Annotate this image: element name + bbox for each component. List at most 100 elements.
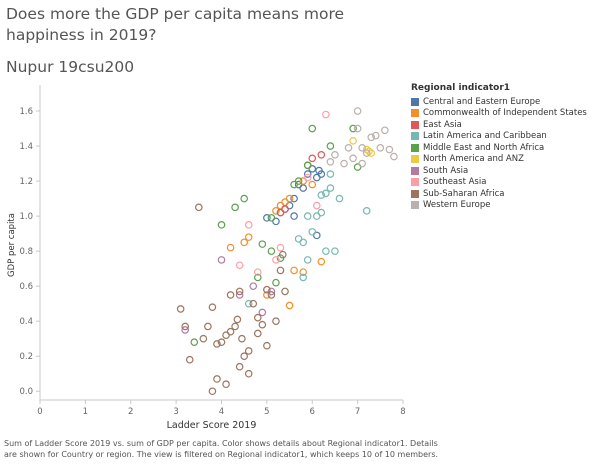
data-point[interactable] xyxy=(176,305,185,313)
data-point[interactable] xyxy=(235,287,244,296)
data-point[interactable] xyxy=(365,147,373,156)
data-point[interactable] xyxy=(263,285,271,294)
data-point[interactable] xyxy=(362,149,371,157)
data-point[interactable] xyxy=(326,158,335,166)
data-point[interactable] xyxy=(331,151,339,159)
data-point[interactable] xyxy=(285,301,294,310)
data-point[interactable] xyxy=(340,159,348,168)
data-point[interactable] xyxy=(249,282,258,290)
legend-item[interactable]: Western Europe xyxy=(411,200,594,212)
data-point[interactable] xyxy=(322,247,330,255)
data-point[interactable] xyxy=(181,326,190,334)
data-point[interactable] xyxy=(349,124,357,133)
data-point[interactable] xyxy=(253,313,262,322)
legend-item[interactable]: North America and ANZ xyxy=(411,154,594,166)
data-point[interactable] xyxy=(244,347,253,355)
legend-item[interactable]: Sub-Saharan Africa xyxy=(411,188,594,200)
data-point[interactable] xyxy=(390,152,398,161)
data-point[interactable] xyxy=(276,243,285,252)
data-point[interactable] xyxy=(235,261,244,269)
data-point[interactable] xyxy=(326,184,335,192)
data-point[interactable] xyxy=(281,287,289,296)
data-point[interactable] xyxy=(317,257,326,266)
data-point[interactable] xyxy=(317,151,326,159)
data-point[interactable] xyxy=(290,212,298,220)
data-point[interactable] xyxy=(308,124,317,133)
data-point[interactable] xyxy=(272,278,280,287)
data-point[interactable] xyxy=(195,203,203,212)
data-point[interactable] xyxy=(335,194,344,203)
data-point[interactable] xyxy=(231,203,239,212)
data-point[interactable] xyxy=(285,194,294,203)
data-point[interactable] xyxy=(367,149,376,157)
data-point[interactable] xyxy=(358,159,366,168)
data-point[interactable] xyxy=(376,143,385,152)
data-point[interactable] xyxy=(299,273,307,282)
data-point[interactable] xyxy=(233,315,242,324)
legend-item[interactable]: South Asia xyxy=(411,165,594,177)
data-point[interactable] xyxy=(317,170,326,178)
data-point[interactable] xyxy=(267,287,276,296)
data-point[interactable] xyxy=(272,317,280,325)
data-point[interactable] xyxy=(263,214,271,222)
data-point[interactable] xyxy=(308,154,317,163)
data-point[interactable] xyxy=(272,256,280,264)
data-point[interactable] xyxy=(290,194,298,203)
data-point[interactable] xyxy=(385,145,394,154)
data-point[interactable] xyxy=(299,268,307,276)
data-point[interactable] xyxy=(253,268,262,276)
data-point[interactable] xyxy=(367,133,376,142)
data-point[interactable] xyxy=(263,341,271,350)
data-point[interactable] xyxy=(349,136,357,145)
data-point[interactable] xyxy=(322,189,330,198)
data-point[interactable] xyxy=(317,208,326,217)
data-point[interactable] xyxy=(303,173,312,182)
data-point[interactable] xyxy=(308,228,317,236)
data-point[interactable] xyxy=(303,170,312,178)
data-point[interactable] xyxy=(238,334,246,343)
data-point[interactable] xyxy=(344,143,353,152)
data-point[interactable] xyxy=(331,247,339,255)
data-point[interactable] xyxy=(371,131,380,140)
data-point[interactable] xyxy=(349,154,357,163)
data-point[interactable] xyxy=(208,387,217,396)
data-point[interactable] xyxy=(235,362,244,371)
data-point[interactable] xyxy=(253,273,262,282)
data-point[interactable] xyxy=(249,299,258,308)
data-point[interactable] xyxy=(258,240,267,248)
data-point[interactable] xyxy=(217,256,226,264)
data-point[interactable] xyxy=(358,143,366,152)
data-point[interactable] xyxy=(326,170,335,178)
data-point[interactable] xyxy=(213,375,221,383)
data-point[interactable] xyxy=(244,221,253,229)
data-point[interactable] xyxy=(199,334,208,343)
data-point[interactable] xyxy=(208,303,217,311)
data-point[interactable] xyxy=(326,142,335,150)
data-point[interactable] xyxy=(244,299,253,308)
data-point[interactable] xyxy=(267,214,276,222)
data-point[interactable] xyxy=(222,380,230,389)
data-point[interactable] xyxy=(226,291,235,299)
data-point[interactable] xyxy=(240,352,248,361)
data-point[interactable] xyxy=(276,266,285,275)
data-point[interactable] xyxy=(226,243,235,252)
data-point[interactable] xyxy=(231,322,239,331)
legend-item[interactable]: Commonwealth of Independent States xyxy=(411,108,594,120)
data-point[interactable] xyxy=(317,191,326,199)
data-point[interactable] xyxy=(381,126,389,135)
data-point[interactable] xyxy=(240,238,248,247)
data-point[interactable] xyxy=(299,238,307,247)
data-point[interactable] xyxy=(308,180,317,189)
data-point[interactable] xyxy=(312,201,321,210)
legend-item[interactable]: Central and Eastern Europe xyxy=(411,96,594,108)
data-point[interactable] xyxy=(213,340,221,348)
data-point[interactable] xyxy=(217,221,226,229)
legend-item[interactable]: Latin America and Caribbean xyxy=(411,131,594,143)
data-point[interactable] xyxy=(226,327,235,336)
data-point[interactable] xyxy=(267,247,276,255)
data-point[interactable] xyxy=(276,208,285,217)
data-point[interactable] xyxy=(303,212,312,220)
data-point[interactable] xyxy=(258,308,267,317)
data-point[interactable] xyxy=(235,291,244,299)
data-point[interactable] xyxy=(253,329,262,338)
